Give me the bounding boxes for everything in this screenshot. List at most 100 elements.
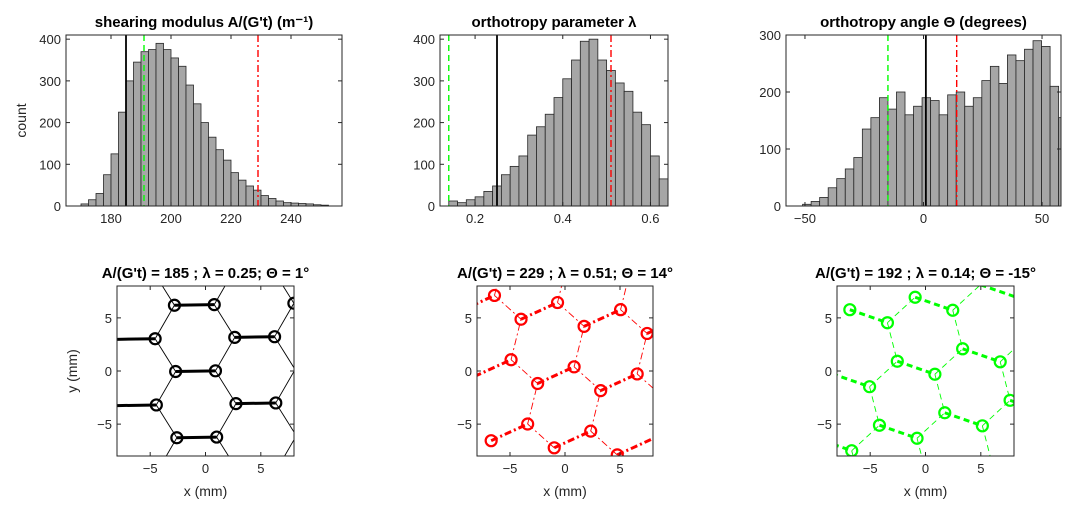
hist-bar	[623, 90, 634, 206]
lattice-node	[946, 303, 960, 317]
thin-bond	[284, 438, 294, 456]
hist-bar	[230, 172, 239, 206]
y-tick-label: 0	[54, 199, 61, 214]
x-tick-label: −5	[143, 461, 158, 476]
hist-bar	[571, 59, 581, 206]
axes-frame	[439, 34, 669, 207]
histogram-bars	[80, 35, 329, 206]
thin-bond	[590, 390, 602, 432]
x-tick-label: 0.6	[641, 211, 659, 226]
hist-bar	[989, 65, 1000, 206]
x-tick-label: 0	[202, 461, 209, 476]
thick-bond	[520, 301, 559, 321]
panel-title: A/(G't) = 229 ; λ = 0.51; Θ = 14°	[457, 265, 673, 282]
thin-bond	[335, 335, 354, 368]
thick-bond	[1028, 336, 1066, 349]
hist-bar	[465, 199, 476, 206]
lattice-node	[928, 367, 942, 381]
lattice	[837, 272, 1067, 514]
lattice-node	[521, 417, 535, 431]
thick-bond	[600, 372, 638, 392]
thin-bond	[1018, 298, 1028, 337]
thick-bond	[477, 358, 512, 377]
panel-2: 0.2 0.4 0.6 0 100 200 300 400 orthotropy paramet…	[413, 14, 669, 226]
hist-bar	[1041, 46, 1051, 206]
thin-bond	[684, 317, 711, 341]
lattice-node	[269, 396, 283, 410]
thin-bond	[952, 286, 980, 311]
thin-bond	[965, 490, 975, 514]
thick-bond	[477, 294, 496, 306]
lattice-node	[862, 380, 877, 394]
thick-bond	[849, 308, 888, 325]
hist-bar	[193, 103, 202, 206]
thin-bond	[335, 369, 356, 402]
thick-bond	[490, 422, 529, 443]
lattice-node	[550, 295, 565, 310]
panel-4: −5 0 5 −5 0 5 A/(G't) = 185 ; λ = 0.25; Θ = 1°…	[64, 265, 356, 499]
x-tick-label: −5	[503, 461, 518, 476]
thin-bond	[604, 205, 614, 245]
hist-bar	[208, 136, 217, 206]
histogram-bars	[802, 35, 1061, 206]
lattice-node	[208, 364, 223, 378]
hist-bar	[95, 193, 104, 206]
lattice-node	[594, 384, 608, 398]
thick-bond	[174, 303, 215, 307]
y-tick-label: 400	[39, 32, 61, 47]
hist-bar	[518, 155, 529, 206]
lattice-node	[584, 424, 598, 438]
y-tick-label: −5	[457, 417, 472, 432]
thin-bond	[869, 386, 880, 426]
thin-bond	[952, 310, 964, 349]
thick-bond	[914, 295, 954, 312]
hist-bar	[536, 126, 546, 206]
hist-bar	[938, 114, 949, 206]
panel-6: −5 0 5 −5 0 5 A/(G't) = 192 ; λ = 0.14; Θ = -1…	[815, 265, 1067, 514]
hist-bar	[1058, 117, 1061, 206]
lattice-node	[229, 397, 243, 411]
hist-bar	[457, 202, 467, 206]
thin-bond	[527, 383, 539, 425]
panel-5: −5 0 5 −5 0 5 A/(G't) = 229 ; λ = 0.51; Θ = 14…	[457, 205, 717, 499]
hist-bar	[667, 189, 668, 206]
thin-bond	[1048, 413, 1058, 452]
x-tick-label: 5	[977, 461, 984, 476]
y-tick-label: 0	[774, 199, 781, 214]
lattice-node	[148, 332, 162, 346]
x-tick-label: 0	[920, 211, 927, 226]
hist-bar	[870, 117, 880, 206]
thick-bond	[553, 429, 592, 450]
panel-title: shearing modulus A/(G't) (m⁻¹)	[95, 14, 313, 31]
thin-bond	[573, 326, 585, 367]
panel-title: orthotropy parameter λ	[471, 14, 637, 31]
lattice-node	[149, 398, 163, 412]
thin-bond	[667, 212, 677, 252]
y-tick-label: 5	[825, 311, 832, 326]
hist-bar	[836, 178, 846, 206]
lattice	[477, 205, 717, 462]
thick-bond	[293, 301, 294, 305]
thick-bond	[680, 445, 717, 462]
thick-bond	[979, 286, 1014, 298]
thin-bond	[999, 361, 1011, 401]
hist-bar	[896, 91, 906, 206]
thin-bond	[620, 286, 627, 310]
x-tick-label: 5	[616, 461, 623, 476]
thin-bond	[334, 269, 353, 302]
x-tick-label: 180	[100, 211, 122, 226]
thin-bond	[934, 374, 946, 413]
lattice	[117, 269, 356, 456]
hist-bar	[283, 202, 292, 206]
y-tick-label: 0	[465, 364, 472, 379]
hist-bar	[163, 49, 172, 206]
thin-bond	[1030, 452, 1058, 477]
thick-bond	[962, 347, 1001, 364]
y-tick-label: 5	[465, 311, 472, 326]
lattice-node	[169, 364, 183, 379]
hist-bar	[1024, 48, 1034, 206]
y-tick-label: −5	[817, 417, 832, 432]
thick-bond	[1046, 272, 1067, 285]
panel-3: −50 0 50 0 100 200 300 orthotropy angle Θ (degr…	[759, 14, 1062, 226]
